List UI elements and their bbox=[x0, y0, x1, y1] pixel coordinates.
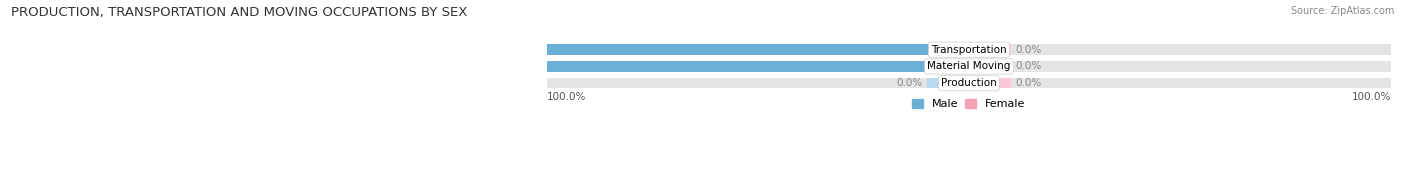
Text: Production: Production bbox=[941, 78, 997, 88]
Text: 100.0%: 100.0% bbox=[135, 61, 179, 71]
Text: 0.0%: 0.0% bbox=[1015, 78, 1042, 88]
Bar bbox=[125, 61, 969, 72]
Bar bbox=[969, 44, 1011, 55]
Bar bbox=[969, 61, 1011, 72]
Text: 0.0%: 0.0% bbox=[1015, 45, 1042, 55]
Text: 100.0%: 100.0% bbox=[135, 45, 179, 55]
Bar bbox=[547, 78, 1391, 88]
Text: 0.0%: 0.0% bbox=[896, 78, 922, 88]
Bar bbox=[547, 61, 1391, 72]
Bar bbox=[547, 44, 1391, 55]
Legend: Male, Female: Male, Female bbox=[908, 94, 1031, 114]
Bar bbox=[969, 78, 1011, 88]
Text: 100.0%: 100.0% bbox=[1351, 92, 1391, 102]
Text: 0.0%: 0.0% bbox=[1015, 61, 1042, 71]
Text: 100.0%: 100.0% bbox=[547, 92, 586, 102]
Bar bbox=[125, 44, 969, 55]
Text: Transportation: Transportation bbox=[931, 45, 1007, 55]
Bar bbox=[927, 78, 969, 88]
Text: PRODUCTION, TRANSPORTATION AND MOVING OCCUPATIONS BY SEX: PRODUCTION, TRANSPORTATION AND MOVING OC… bbox=[11, 6, 468, 19]
Text: Material Moving: Material Moving bbox=[927, 61, 1011, 71]
Text: Source: ZipAtlas.com: Source: ZipAtlas.com bbox=[1291, 6, 1395, 16]
